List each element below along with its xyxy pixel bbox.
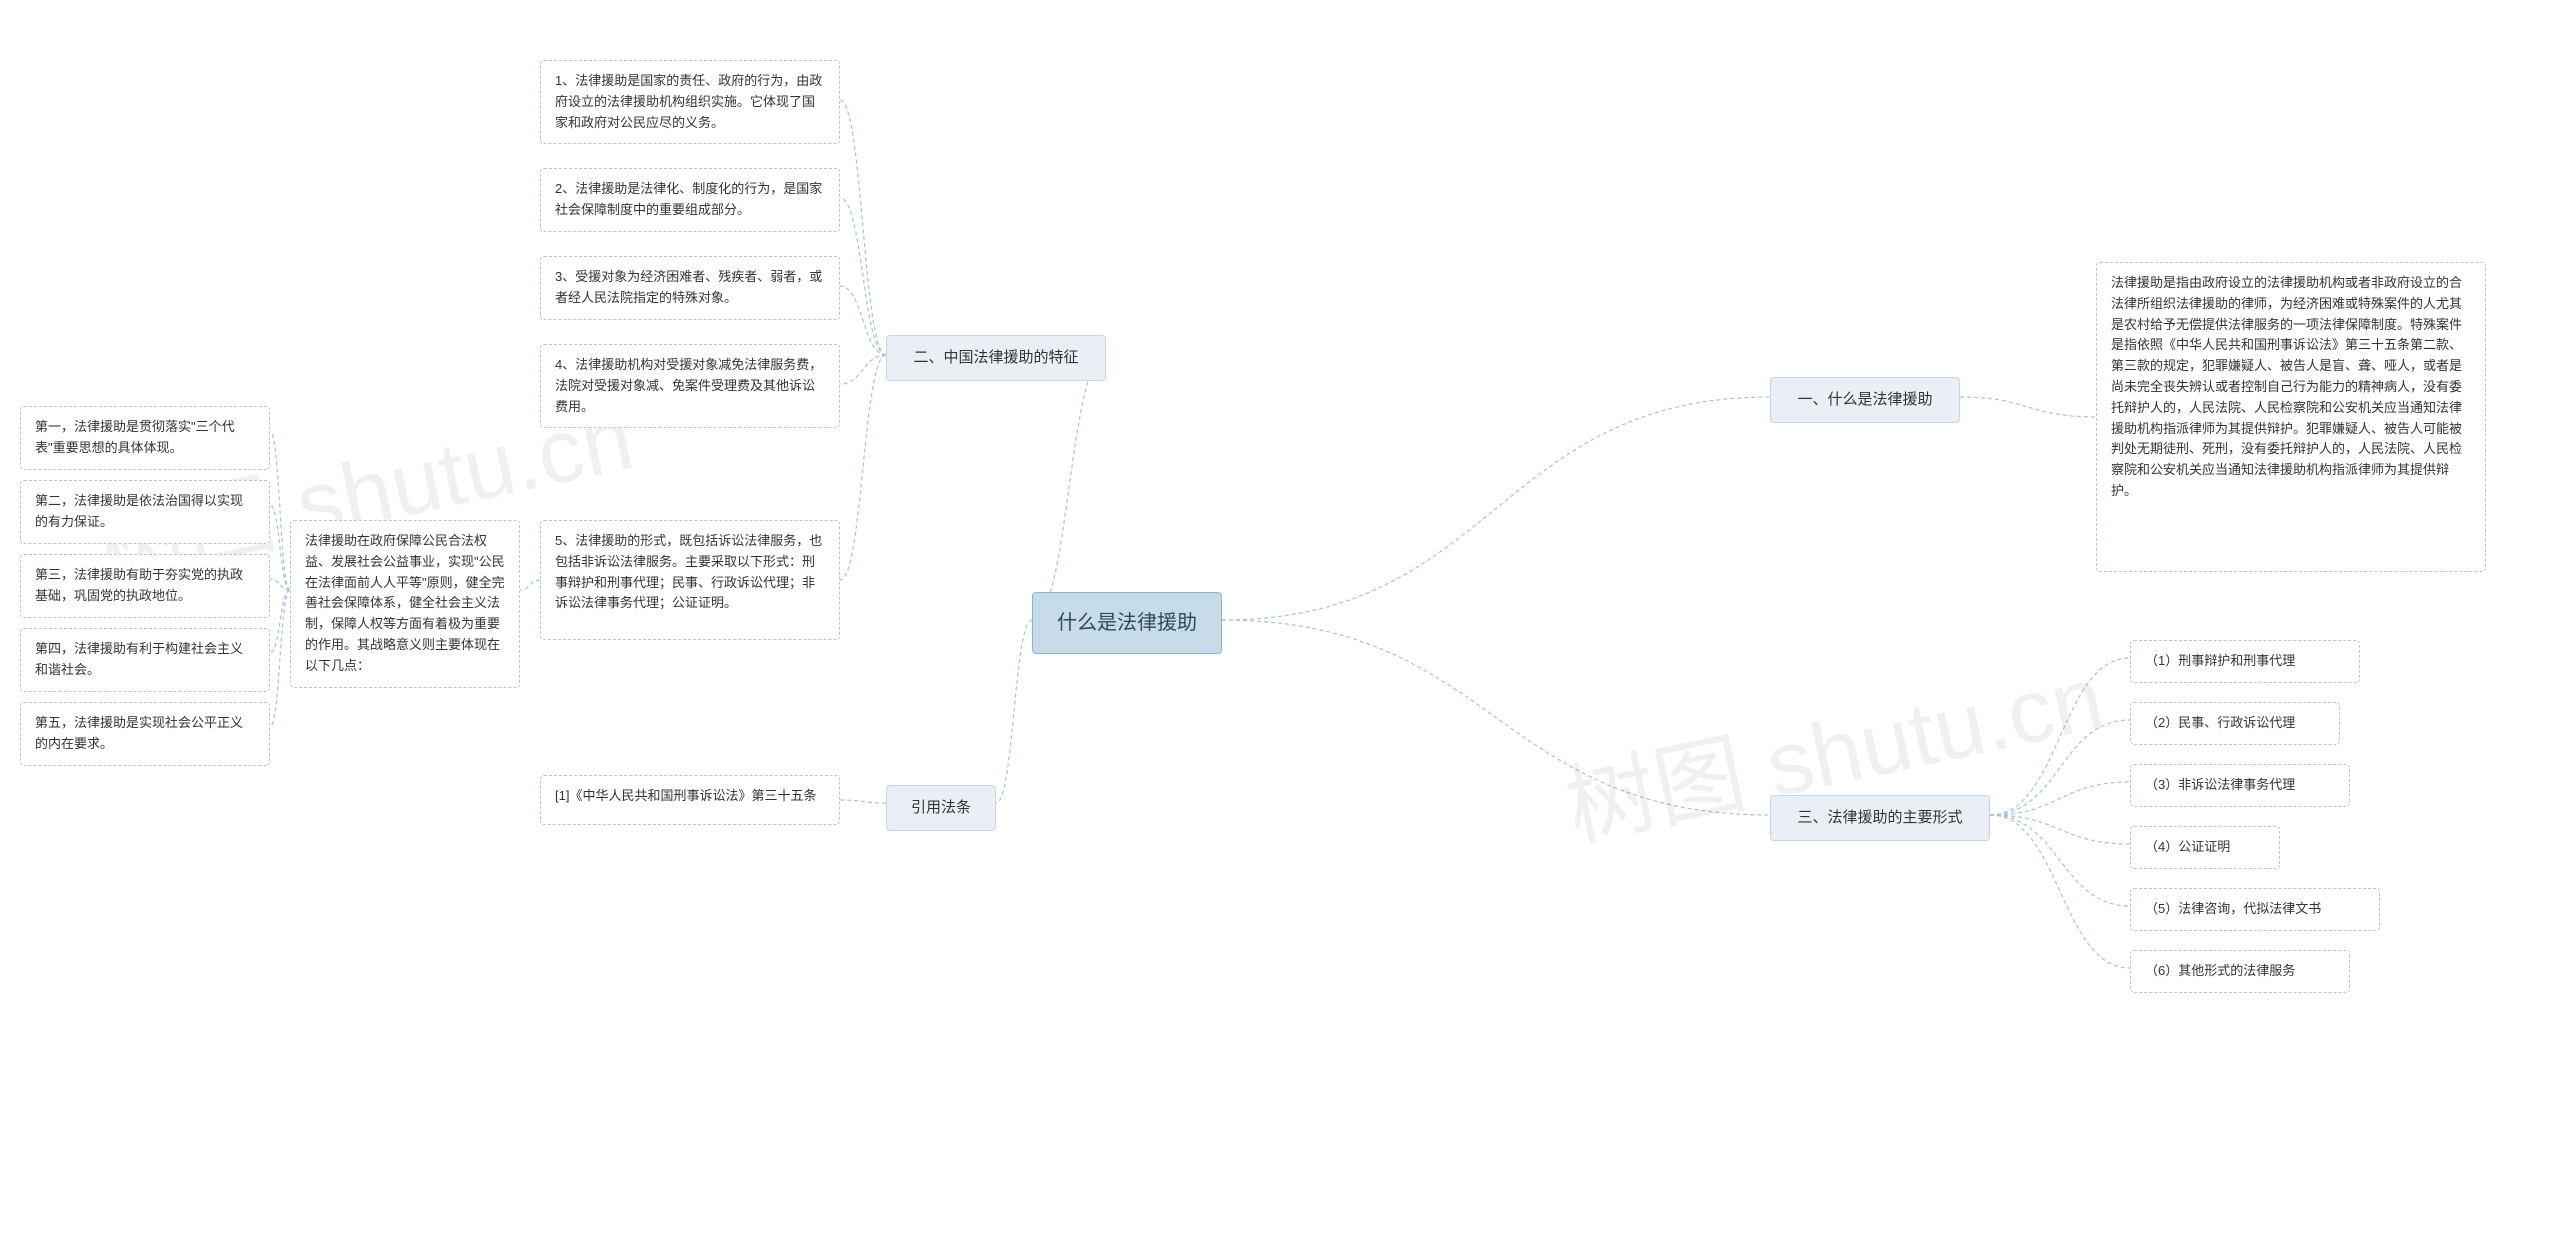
node-r1a: 法律援助是指由政府设立的法律援助机构或者非政府设立的合法律所组织法律援助的律师，… <box>2096 262 2486 572</box>
node-l4a: [1]《中华人民共和国刑事诉讼法》第三十五条 <box>540 775 840 825</box>
node-r1: 一、什么是法律援助 <box>1770 377 1960 423</box>
node-r3f: （6）其他形式的法律服务 <box>2130 950 2350 993</box>
node-l2e1e: 第五，法律援助是实现社会公平正义的内在要求。 <box>20 702 270 766</box>
node-l2c: 3、受援对象为经济困难者、残疾者、弱者，或者经人民法院指定的特殊对象。 <box>540 256 840 320</box>
node-r3a: （1）刑事辩护和刑事代理 <box>2130 640 2360 683</box>
node-l2e1a: 第一，法律援助是贯彻落实"三个代表"重要思想的具体体现。 <box>20 406 270 470</box>
node-l2e1c: 第三，法律援助有助于夯实党的执政基础，巩固党的执政地位。 <box>20 554 270 618</box>
node-l2: 二、中国法律援助的特征 <box>886 335 1106 381</box>
node-l2e1: 法律援助在政府保障公民合法权益、发展社会公益事业，实现"公民在法律面前人人平等"… <box>290 520 520 688</box>
node-l4: 引用法条 <box>886 785 996 831</box>
node-r3b: （2）民事、行政诉讼代理 <box>2130 702 2340 745</box>
node-r3d: （4）公证证明 <box>2130 826 2280 869</box>
node-l2e1b: 第二，法律援助是依法治国得以实现的有力保证。 <box>20 480 270 544</box>
node-l2e1d: 第四，法律援助有利于构建社会主义和谐社会。 <box>20 628 270 692</box>
node-l2a: 1、法律援助是国家的责任、政府的行为，由政府设立的法律援助机构组织实施。它体现了… <box>540 60 840 144</box>
node-r3: 三、法律援助的主要形式 <box>1770 795 1990 841</box>
root-node: 什么是法律援助 <box>1032 592 1222 654</box>
node-r3e: （5）法律咨询，代拟法律文书 <box>2130 888 2380 931</box>
node-l2d: 4、法律援助机构对受援对象减免法律服务费，法院对受援对象减、免案件受理费及其他诉… <box>540 344 840 428</box>
node-l2b: 2、法律援助是法律化、制度化的行为，是国家社会保障制度中的重要组成部分。 <box>540 168 840 232</box>
node-r3c: （3）非诉讼法律事务代理 <box>2130 764 2350 807</box>
node-l2e: 5、法律援助的形式，既包括诉讼法律服务，也包括非诉讼法律服务。主要采取以下形式：… <box>540 520 840 640</box>
